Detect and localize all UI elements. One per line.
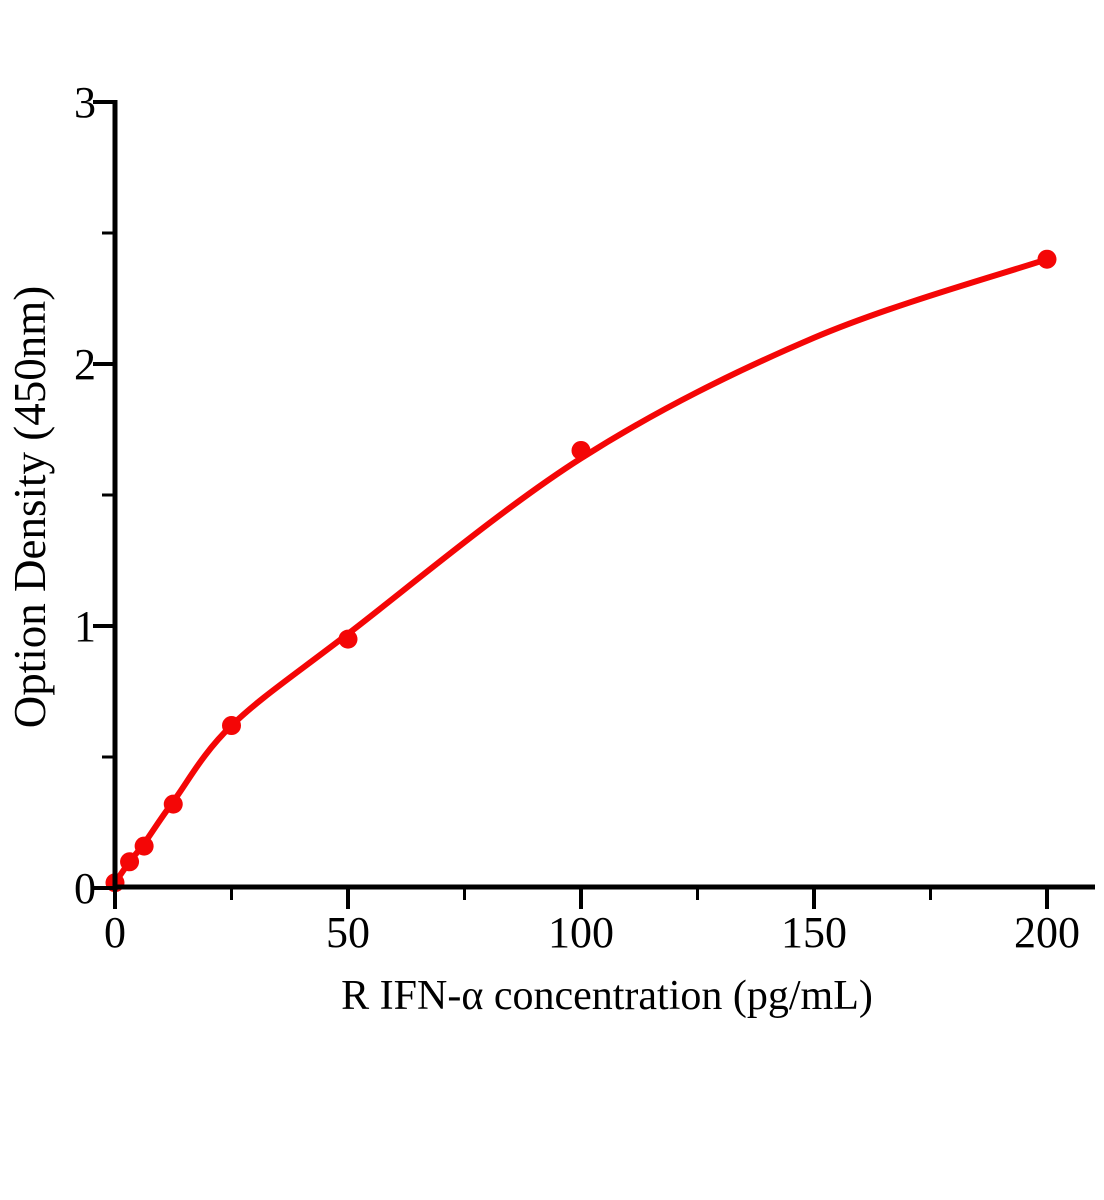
data-point-marker	[1037, 249, 1057, 269]
data-point-marker	[134, 836, 154, 856]
y-tick-label: 2	[74, 340, 96, 389]
x-axis-title: R IFN-α concentration (pg/mL)	[341, 973, 873, 1019]
data-point-marker	[338, 629, 358, 649]
data-point-marker	[120, 852, 140, 872]
y-tick-label: 0	[74, 864, 96, 913]
x-tick-label: 200	[1014, 908, 1080, 957]
y-tick-label: 3	[74, 78, 96, 127]
data-point-marker	[571, 440, 591, 460]
data-point-marker	[222, 716, 241, 736]
x-tick-label: 100	[548, 908, 614, 957]
x-tick-label: 150	[781, 908, 847, 957]
x-tick-label: 0	[104, 908, 126, 957]
fit-curve	[112, 256, 1050, 886]
x-tick-label: 50	[326, 908, 370, 957]
data-point-marker	[163, 794, 183, 814]
y-tick-label: 1	[74, 602, 96, 651]
y-axis-title: Option Density (450nm)	[5, 285, 55, 729]
